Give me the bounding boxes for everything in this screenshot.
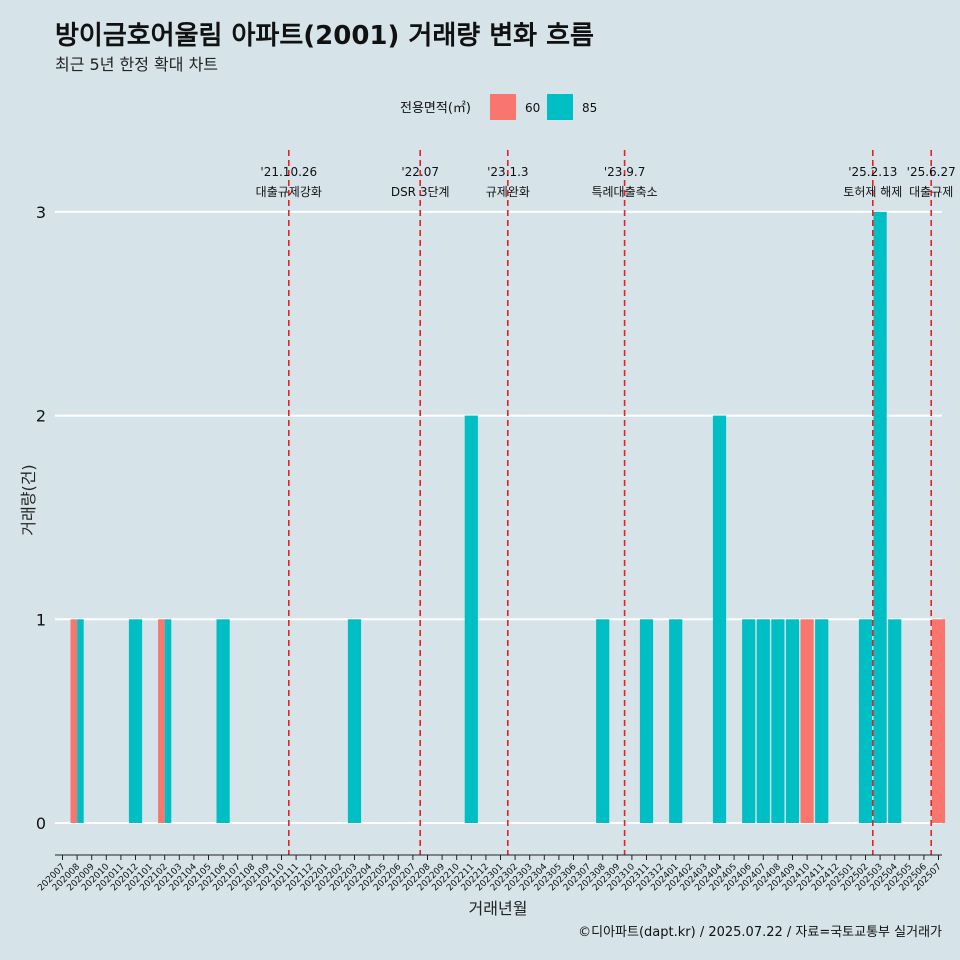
bar: 202102 / 85: 1 [164, 619, 172, 823]
event-label: DSR 3단계 [391, 185, 450, 199]
bar: 202008 / 60: 1 [70, 619, 78, 823]
event-label: 토허제 해제 [843, 185, 902, 199]
bar: 202410 / 60: 1 [800, 619, 814, 823]
bar: 202504 / 85: 1 [888, 619, 902, 823]
bar: 202411 / 85: 1 [815, 619, 829, 823]
bar: 202503 / 85: 3 [873, 211, 887, 823]
legend-label: 60 [525, 101, 540, 115]
y-tick-label: 1 [36, 610, 46, 629]
bar: 202404 / 85: 2 [712, 415, 727, 823]
event-date: '25.6.27 [907, 165, 956, 179]
x-axis-title: 거래년월 [469, 899, 528, 918]
event-date: '25.2.13 [848, 165, 897, 179]
bar: 202502 / 85: 1 [858, 619, 873, 823]
event-label: 특례대출축소 [591, 185, 657, 199]
legend: 전용면적(㎡) 60 85 [400, 94, 597, 120]
y-axis: 0 1 2 3 [36, 203, 46, 833]
bar: 202203 / 85: 1 [347, 619, 362, 823]
bar: 202008 / 85: 1 [77, 619, 84, 823]
x-axis: 2020072020082020092020102020112020122021… [36, 854, 944, 893]
bar: 202311 / 85: 1 [639, 619, 654, 823]
event-date: '23.1.3 [487, 165, 528, 179]
chart-subtitle: 최근 5년 한정 확대 차트 [55, 55, 218, 74]
caption: ©디아파트(dapt.kr) / 2025.07.22 / 자료=국토교통부 실… [578, 925, 942, 940]
bar: 202406 / 85: 1 [742, 619, 756, 823]
event-date: '23.9.7 [604, 165, 645, 179]
bars: 202008 / 60: 1202008 / 85: 1 202012 / 85:… [70, 211, 946, 823]
legend-title: 전용면적(㎡) [400, 101, 471, 116]
y-tick-label: 0 [36, 814, 46, 833]
y-axis-title: 거래량(건) [19, 464, 38, 535]
event-label: 대출규제강화 [256, 185, 322, 199]
bar: 202308 / 85: 1 [596, 619, 610, 823]
y-tick-label: 3 [36, 203, 46, 222]
chart-title: 방이금호어울림 아파트(2001) 거래량 변화 흐름 [55, 21, 594, 51]
bar: 202408 / 85: 1 [771, 619, 785, 823]
bar: 202106 / 85: 1 [216, 619, 230, 823]
bar: 202407 / 85: 1 [756, 619, 770, 823]
event-date: '21.10.26 [260, 165, 317, 179]
bar: 202211 / 85: 2 [464, 415, 478, 823]
bar: 202409 / 85: 1 [785, 619, 800, 823]
event-date: '22.07 [401, 165, 439, 179]
bar: 202012 / 85: 1 [128, 619, 143, 823]
annotations: '21.10.26 대출규제강화 '22.07 DSR 3단계 '23.1.3 규제완화 '… [256, 150, 956, 855]
bar: 202507 / 60: 1 [931, 619, 946, 823]
legend-swatch [490, 94, 516, 120]
legend-label: 85 [582, 101, 597, 115]
bar: 202102 / 60: 1 [158, 619, 165, 823]
event-label: 규제완화 [486, 185, 530, 199]
event-label: 대출규제 [909, 185, 953, 199]
bar: 202401 / 85: 1 [669, 619, 683, 823]
legend-swatch [547, 94, 573, 120]
y-tick-label: 2 [36, 407, 46, 426]
